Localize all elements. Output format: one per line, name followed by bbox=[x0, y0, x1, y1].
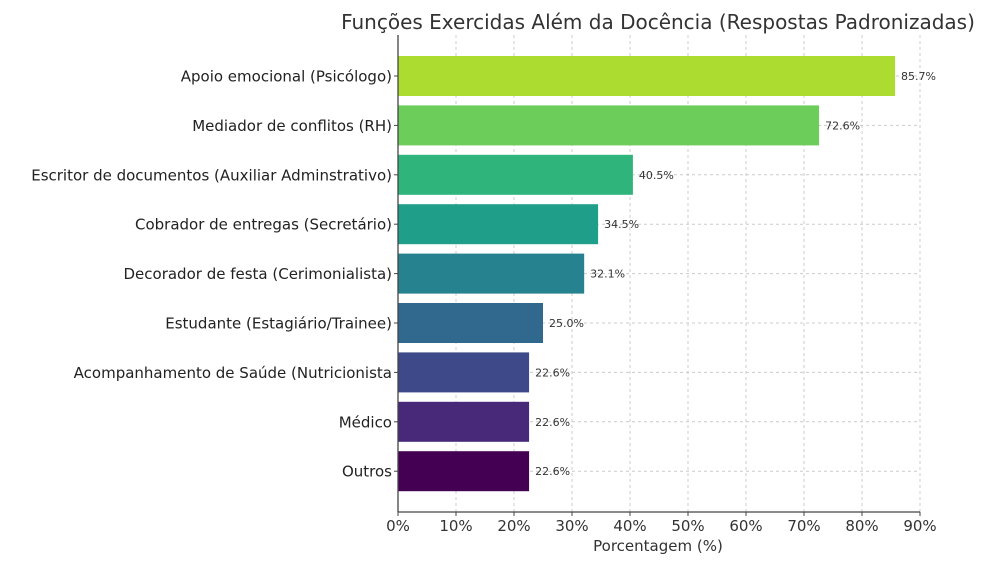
x-tick-label: 20% bbox=[497, 517, 530, 535]
bar bbox=[398, 401, 530, 442]
bar-value-label: 34.5% bbox=[604, 218, 639, 231]
y-tick-label: Decorador de festa (Cerimonialista) bbox=[124, 265, 393, 283]
y-tick-label: Médico bbox=[339, 413, 392, 431]
bar-value-label: 85.7% bbox=[901, 70, 936, 83]
y-tick-label: Apoio emocional (Psicólogo) bbox=[181, 68, 392, 86]
bar bbox=[398, 352, 530, 393]
bar-value-label: 32.1% bbox=[590, 268, 625, 281]
x-tick-label: 40% bbox=[613, 517, 646, 535]
bar bbox=[398, 451, 530, 492]
y-tick-label: Mediador de conflitos (RH) bbox=[192, 117, 392, 135]
y-tick-label: Estudante (Estagiário/Trainee) bbox=[165, 315, 392, 333]
bar bbox=[398, 303, 543, 343]
bar-value-label: 22.6% bbox=[535, 416, 570, 429]
bar-value-label: 40.5% bbox=[639, 169, 674, 182]
y-tick-label: Outros bbox=[342, 463, 392, 481]
bar-value-label: 25.0% bbox=[549, 317, 584, 330]
y-tick-label: Cobrador de entregas (Secretário) bbox=[135, 216, 392, 234]
x-tick-label: 30% bbox=[555, 517, 588, 535]
x-tick-label: 70% bbox=[787, 517, 820, 535]
bar-value-label: 72.6% bbox=[825, 119, 860, 132]
x-tick-label: 50% bbox=[671, 517, 704, 535]
x-tick-label: 80% bbox=[845, 517, 878, 535]
bar bbox=[398, 56, 896, 96]
x-tick-label: 0% bbox=[386, 517, 410, 535]
x-tick-label: 60% bbox=[729, 517, 762, 535]
bar-value-label: 22.6% bbox=[535, 465, 570, 478]
y-tick-label: Escritor de documentos (Auxiliar Adminst… bbox=[31, 166, 392, 184]
chart-title: Funções Exercidas Além da Docência (Resp… bbox=[341, 10, 975, 34]
x-tick-label: 90% bbox=[903, 517, 936, 535]
bar bbox=[398, 154, 633, 195]
x-axis-label: Porcentagem (%) bbox=[593, 537, 723, 555]
bar bbox=[398, 105, 820, 146]
bar bbox=[398, 253, 585, 294]
bar bbox=[398, 204, 599, 245]
x-tick-label: 10% bbox=[439, 517, 472, 535]
bar-value-label: 22.6% bbox=[535, 366, 570, 379]
y-tick-label: Acompanhamento de Saúde (Nutricionista bbox=[74, 364, 392, 382]
